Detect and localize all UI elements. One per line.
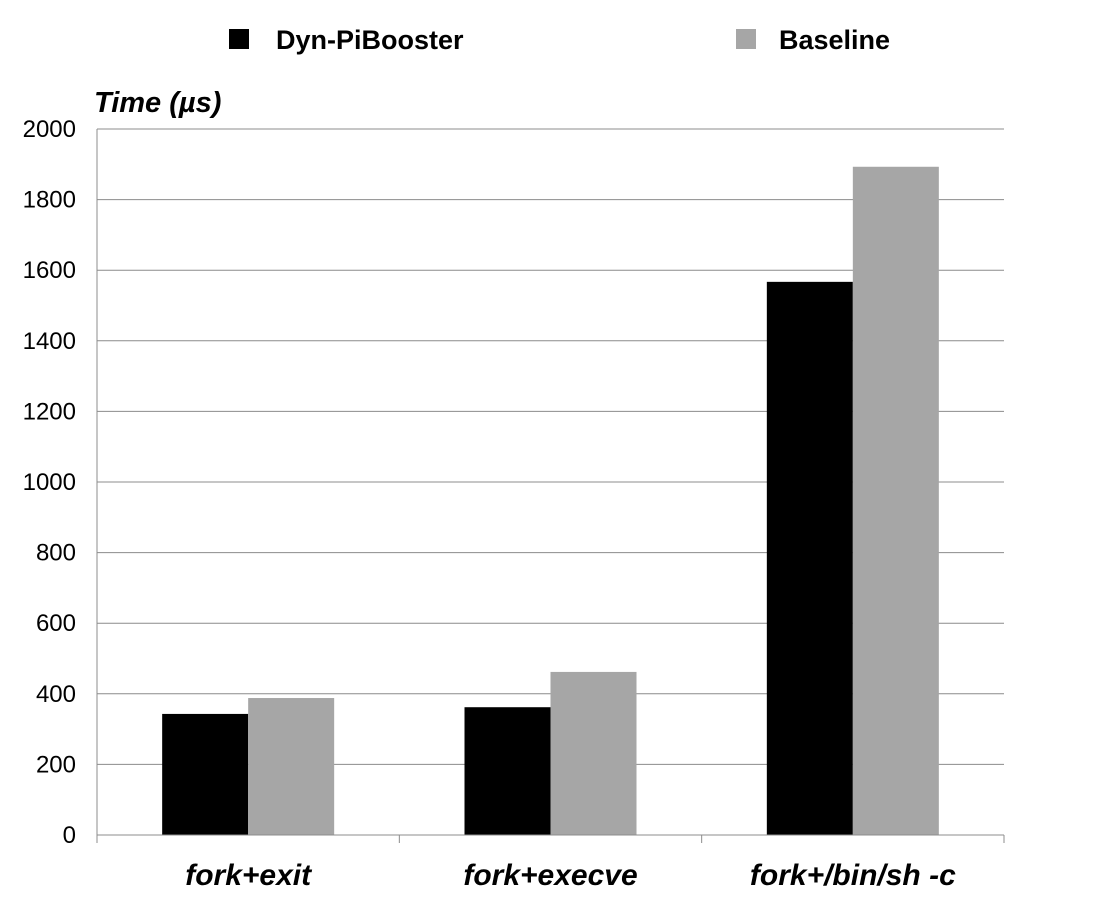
bar-dyn-pibooster [162, 713, 249, 835]
y-tick-label: 1400 [23, 328, 76, 355]
bar-dyn-pibooster [464, 707, 551, 835]
y-tick-label: 200 [36, 751, 76, 778]
bar-baseline [550, 671, 637, 835]
y-axis-ticks: 0 200 400 600 800 1000 1200 1400 1600 1800 2000 [23, 116, 76, 849]
x-tick-label: fork+execve [463, 859, 637, 892]
legend-swatch [229, 29, 249, 49]
bar-baseline [852, 166, 939, 835]
y-tick-label: 2000 [23, 116, 76, 143]
bar-dyn-pibooster [766, 281, 853, 835]
legend-swatch [736, 29, 756, 49]
legend: Dyn-PiBooster Baseline [229, 25, 890, 55]
y-tick-label: 0 [63, 822, 76, 849]
x-tick-label: fork+/bin/sh -c [750, 859, 956, 892]
bar-baseline [248, 698, 335, 835]
y-tick-label: 1200 [23, 398, 76, 425]
x-tick-label: fork+exit [185, 859, 313, 892]
y-axis-label: Time (µs) [94, 87, 221, 119]
y-tick-label: 1800 [23, 187, 76, 214]
y-tick-label: 400 [36, 681, 76, 708]
y-tick-label: 1000 [23, 469, 76, 496]
legend-label: Dyn-PiBooster [276, 25, 464, 55]
y-tick-label: 800 [36, 540, 76, 567]
y-tick-label: 600 [36, 610, 76, 637]
axes [96, 129, 1005, 843]
x-axis-ticks: fork+exit fork+execve fork+/bin/sh -c [185, 859, 956, 892]
legend-label: Baseline [779, 25, 890, 55]
y-tick-label: 1600 [23, 257, 76, 284]
bars [162, 166, 939, 835]
gridlines [97, 128, 1004, 765]
